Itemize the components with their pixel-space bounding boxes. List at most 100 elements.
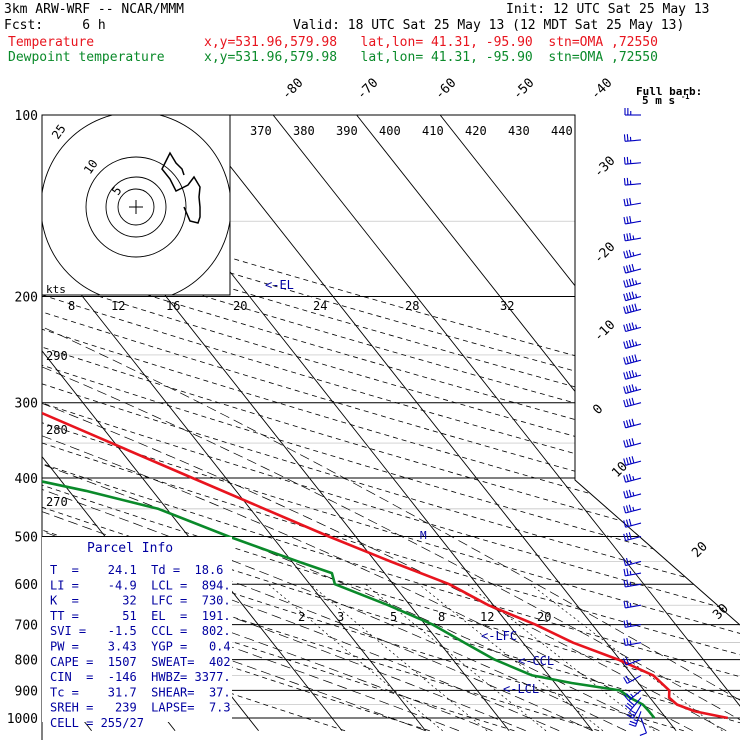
parcel-info-row: PW = 3.43 YGP = 0.4 [50,640,231,654]
pressure-tick-label: 200 [15,291,38,306]
wind-barb [623,278,642,288]
wind-barb [623,674,642,684]
hodograph-ring [85,156,187,258]
mixing-ratio-label: 12 [111,299,125,313]
model-title: 3km ARW-WRF -- NCAR/MMM [4,2,185,17]
wind-barb [623,134,642,142]
wind-barb [623,532,642,542]
wind-barb [623,354,642,365]
isotherm-label: -60 [432,76,459,103]
mixing-ratio-line [310,583,488,732]
mixing-ratio-line [418,583,604,732]
wind-barb [624,108,641,116]
pressure-tick-label: 600 [15,578,38,593]
isotherm-line [189,115,677,732]
barb-key-line1: Full barb: [636,85,702,98]
wind-barb [623,215,642,225]
isotherm-line [42,115,343,732]
wind-barb [623,579,642,588]
wind-barb [623,384,642,394]
dry-adiabat-line [42,115,515,732]
wind-barb [623,177,642,186]
wind-barb [623,249,642,259]
mixing-ratio-low-label: 8 [438,610,445,624]
isotherm-label: 20 [689,539,711,561]
theta-label: 430 [508,124,530,138]
parcel-info-row: CAPE = 1507 SWEAT= 402 [50,655,231,669]
el-label: <-EL [265,278,294,292]
isotherm-label: 30 [710,601,732,623]
wind-barb [623,291,642,302]
series-line-temperature [42,115,729,720]
wind-barb [623,637,642,646]
ccl-label: <-CCL [518,654,554,668]
wind-barb [623,619,642,628]
isotherm-label: -50 [510,76,537,103]
theta-label: 390 [336,124,358,138]
pressure-tick-label: 800 [15,654,38,669]
hodograph-ring-label: 10 [81,157,101,177]
wind-barb [623,303,642,314]
theta-label: 380 [293,124,315,138]
moist-adiabat-line [42,296,627,732]
isotherm-line [272,115,740,732]
wind-barb [623,370,642,380]
parcel-info-row: SVI = -1.5 CCL = 802. [50,624,231,638]
isotherm-label: -30 [591,154,618,181]
wind-barb [626,704,642,719]
wind-barb [623,232,642,242]
theta-side-label: 290 [46,349,68,363]
wind-barb [623,322,642,333]
mixing-ratio-line [530,583,723,732]
theta-label: 420 [465,124,487,138]
barb-key: Full barb: 5 m s -1 [636,85,702,107]
frame-outline [42,114,740,626]
mixing-ratio-label: 8 [68,299,75,313]
temperature-legend-label: Temperature [8,35,95,50]
dewpoint-legend-label: Dewpoint temperature [8,50,165,65]
parcel-info-row: Tc = 31.7 SHEAR= 37. [50,685,231,699]
isotherm-label: -40 [588,76,615,103]
valid-time: Valid: 18 UTC Sat 25 May 13 (12 MDT Sat … [293,18,685,33]
wind-barb [623,339,642,349]
parcel-info-box: Parcel Info T = 24.1 Td = 18.6LI = -4.9 … [42,537,232,730]
parcel-info-row: CIN = -146 HWBZ= 3377. [50,670,231,684]
isotherm-label: 0 [590,402,606,418]
level-annotations: <-EL <-LFC <-CCL <-LCL M [265,278,554,696]
moist-adiabat-line [42,296,426,732]
pressure-tick-label: 400 [15,472,38,487]
parcel-info-row: K = 32 LFC = 730. [50,594,231,608]
lcl-label: <-LCL [503,682,539,696]
barb-key-line2: 5 m s [642,94,675,107]
isotherm-label: -70 [354,76,381,103]
pressure-tick-label: 700 [15,619,38,634]
mixing-ratio-line [268,583,443,732]
moist-adiabat-line [42,296,593,732]
theta-label: 370 [250,124,272,138]
init-time: Init: 12 UTC Sat 25 May 13 [506,2,710,17]
wind-barb [623,456,642,466]
mixing-ratio-label: 32 [500,299,514,313]
dry-adiabat-line [42,115,740,732]
mixing-ratio-low-label: 5 [390,610,397,624]
wind-barbs [623,108,647,736]
wind-barb [623,568,642,577]
isotherm-line [0,115,8,731]
series-line-dewpoint-temperature [42,115,656,719]
wind-barb [623,689,642,702]
pressure-tick-label: 500 [15,530,38,545]
hodograph-ring [105,176,167,238]
isotherm-label: -20 [591,240,618,267]
temperature-location: x,y=531.96,579.98 lat,lon= 41.31, -95.90… [204,35,658,50]
forecast-hour: Fcst: 6 h [4,18,106,33]
mixing-ratio-low-label: 12 [480,610,494,624]
hodograph-ring [117,188,155,226]
theta-label: 440 [551,124,573,138]
parcel-info-row: T = 24.1 Td = 18.6 [50,563,223,577]
parcel-info-title: Parcel Info [87,541,173,556]
mixing-ratio-line [365,583,547,732]
mixing-ratio-low-label: 2 [298,610,305,624]
theta-label: 400 [379,124,401,138]
